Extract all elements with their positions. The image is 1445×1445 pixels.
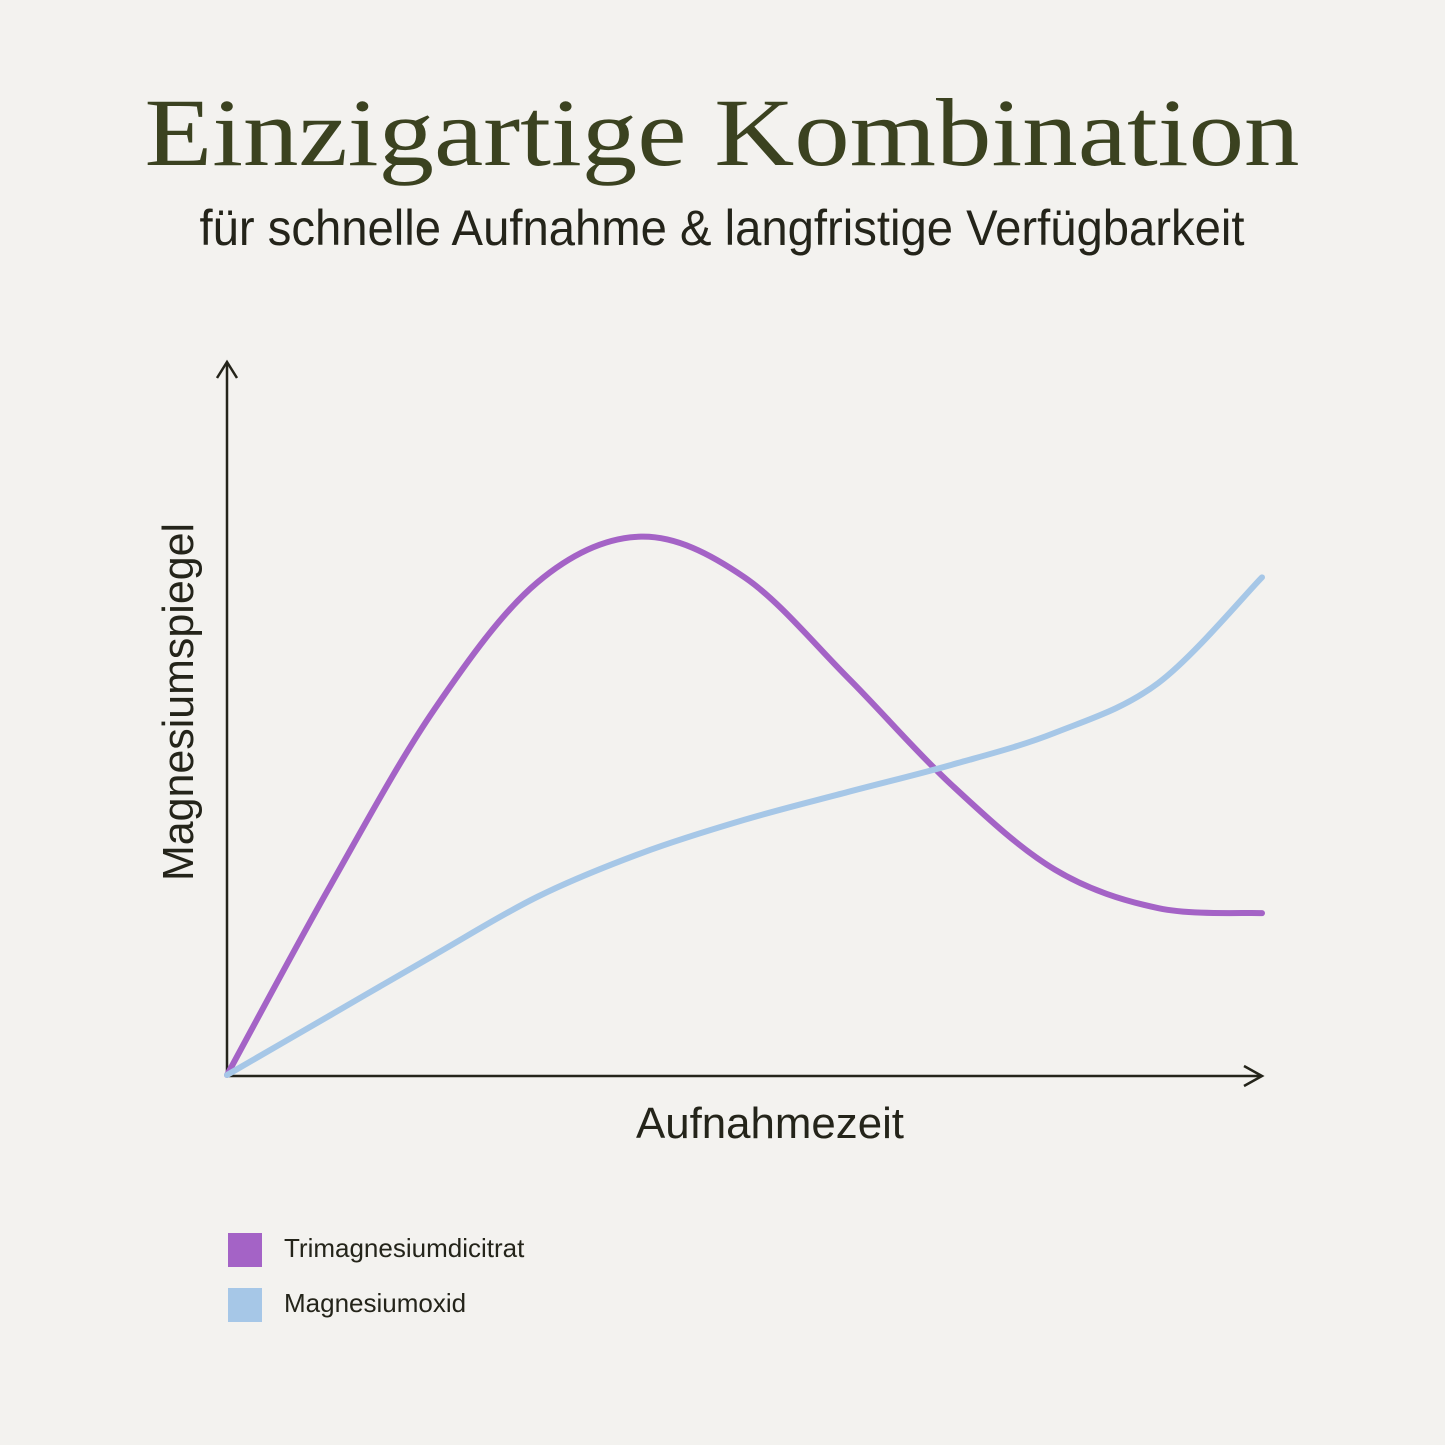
legend-swatch: [228, 1233, 262, 1267]
x-axis-label: Aufnahmezeit: [636, 1099, 904, 1148]
chart-title: Einzigartige Kombination: [145, 79, 1300, 186]
chart-subtitle: für schnelle Aufnahme & langfristige Ver…: [200, 200, 1245, 256]
line-series: [224, 533, 1265, 1078]
legend-label: Magnesiumoxid: [284, 1288, 466, 1318]
legend-swatch: [228, 1288, 262, 1322]
line-series: [224, 574, 1265, 1078]
y-axis-label: Magnesiumspiegel: [154, 523, 203, 881]
y-axis-arrow: [215, 359, 239, 379]
x-axis-arrow: [1243, 1064, 1265, 1088]
legend-label: Trimagnesiumdicitrat: [284, 1233, 525, 1263]
axes: [215, 359, 1265, 1088]
